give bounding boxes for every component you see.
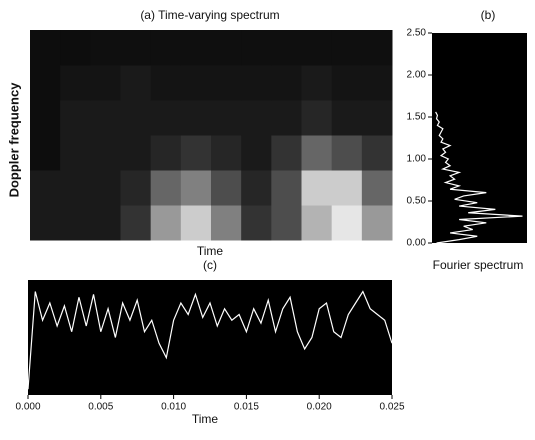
heat-cell bbox=[271, 100, 302, 136]
heat-cell bbox=[361, 170, 393, 206]
y-tick-label: 0.50 bbox=[407, 196, 427, 207]
heat-cell bbox=[90, 100, 121, 136]
heat-cell bbox=[301, 205, 333, 241]
heat-cell bbox=[90, 65, 121, 101]
heat-cell bbox=[30, 30, 61, 66]
plot-area bbox=[28, 280, 392, 395]
heat-cell bbox=[331, 100, 363, 136]
heat-cell bbox=[211, 100, 242, 136]
heat-cell bbox=[301, 135, 333, 171]
heat-cell bbox=[241, 30, 272, 66]
heat-cell bbox=[361, 135, 393, 171]
heat-cell bbox=[30, 135, 61, 171]
heat-cell bbox=[150, 135, 182, 171]
x-tick-label: 0.015 bbox=[234, 402, 259, 413]
heat-cell bbox=[60, 100, 91, 136]
heat-cell bbox=[331, 135, 363, 171]
heat-cell bbox=[150, 205, 182, 241]
heat-cell bbox=[120, 100, 152, 136]
heat-cell bbox=[90, 135, 121, 171]
heat-cell bbox=[150, 30, 182, 66]
y-axis-title: Doppler frequency bbox=[6, 82, 21, 198]
y-tick-label: 1.00 bbox=[407, 154, 427, 165]
heat-cell bbox=[301, 100, 333, 136]
y-tick-label: 2.50 bbox=[407, 28, 427, 39]
x-tick-label: 0.020 bbox=[307, 402, 332, 413]
heat-cell bbox=[211, 205, 242, 241]
heat-cell bbox=[60, 170, 91, 206]
y-tick-label: 0.00 bbox=[407, 238, 427, 249]
x-tick-label: 0.000 bbox=[15, 402, 40, 413]
heat-cell bbox=[211, 135, 242, 171]
heat-cell bbox=[241, 65, 272, 101]
x-tick-label: 0.025 bbox=[379, 402, 404, 413]
heat-cell bbox=[331, 205, 363, 241]
signal-line bbox=[27, 290, 393, 390]
heat-cell bbox=[361, 100, 393, 136]
heat-cell bbox=[180, 30, 212, 66]
heat-cell bbox=[241, 135, 272, 171]
heat-cell bbox=[120, 65, 152, 101]
heat-cell bbox=[60, 135, 91, 171]
panel-title: (b) bbox=[481, 8, 496, 22]
heat-cell bbox=[301, 65, 333, 101]
heat-cell bbox=[30, 65, 61, 101]
heat-cell bbox=[150, 100, 182, 136]
heat-cell bbox=[90, 170, 121, 206]
heat-cell bbox=[60, 30, 91, 66]
x-tick-label: 0.010 bbox=[161, 402, 186, 413]
heat-cell bbox=[30, 100, 61, 136]
heat-cell bbox=[90, 205, 121, 241]
heat-cell bbox=[30, 170, 61, 206]
heat-cell bbox=[301, 170, 333, 206]
y-tick-label: 2.00 bbox=[407, 70, 427, 81]
heat-cell bbox=[271, 30, 302, 66]
x-axis-title: Time bbox=[192, 412, 219, 426]
heat-cell bbox=[331, 65, 363, 101]
panel-title: (c) bbox=[203, 258, 217, 272]
spectrum-line bbox=[435, 111, 523, 244]
heat-cell bbox=[361, 205, 393, 241]
heat-cell bbox=[361, 65, 393, 101]
heat-cell bbox=[60, 205, 91, 241]
heat-cell bbox=[301, 30, 333, 66]
heat-cell bbox=[60, 65, 91, 101]
panel-title: (a) Time-varying spectrum bbox=[140, 8, 279, 22]
heat-cell bbox=[120, 135, 152, 171]
heat-cell bbox=[120, 205, 152, 241]
heat-cell bbox=[180, 100, 212, 136]
heat-cell bbox=[180, 135, 212, 171]
heat-cell bbox=[271, 170, 302, 206]
heat-cell bbox=[120, 170, 152, 206]
heat-cell bbox=[180, 205, 212, 241]
heat-cell bbox=[211, 65, 242, 101]
heat-cell bbox=[120, 30, 152, 66]
heat-cell bbox=[241, 170, 272, 206]
heat-cell bbox=[180, 170, 212, 206]
heat-cell bbox=[271, 205, 302, 241]
heat-cell bbox=[211, 170, 242, 206]
heat-cell bbox=[361, 30, 393, 66]
heat-cell bbox=[271, 65, 302, 101]
heat-cell bbox=[90, 30, 121, 66]
heat-cell bbox=[150, 170, 182, 206]
heat-cell bbox=[331, 170, 363, 206]
heat-cell bbox=[241, 205, 272, 241]
heat-cell bbox=[331, 30, 363, 66]
heat-cell bbox=[271, 135, 302, 171]
x-axis-title: Time bbox=[197, 244, 224, 258]
y-tick-label: 1.50 bbox=[407, 112, 427, 123]
heat-cell bbox=[241, 100, 272, 136]
x-axis-title: Fourier spectrum bbox=[433, 258, 524, 272]
heat-cell bbox=[180, 65, 212, 101]
heat-cell bbox=[211, 30, 242, 66]
x-tick-label: 0.005 bbox=[88, 402, 113, 413]
heat-cell bbox=[30, 205, 61, 241]
heat-cell bbox=[150, 65, 182, 101]
